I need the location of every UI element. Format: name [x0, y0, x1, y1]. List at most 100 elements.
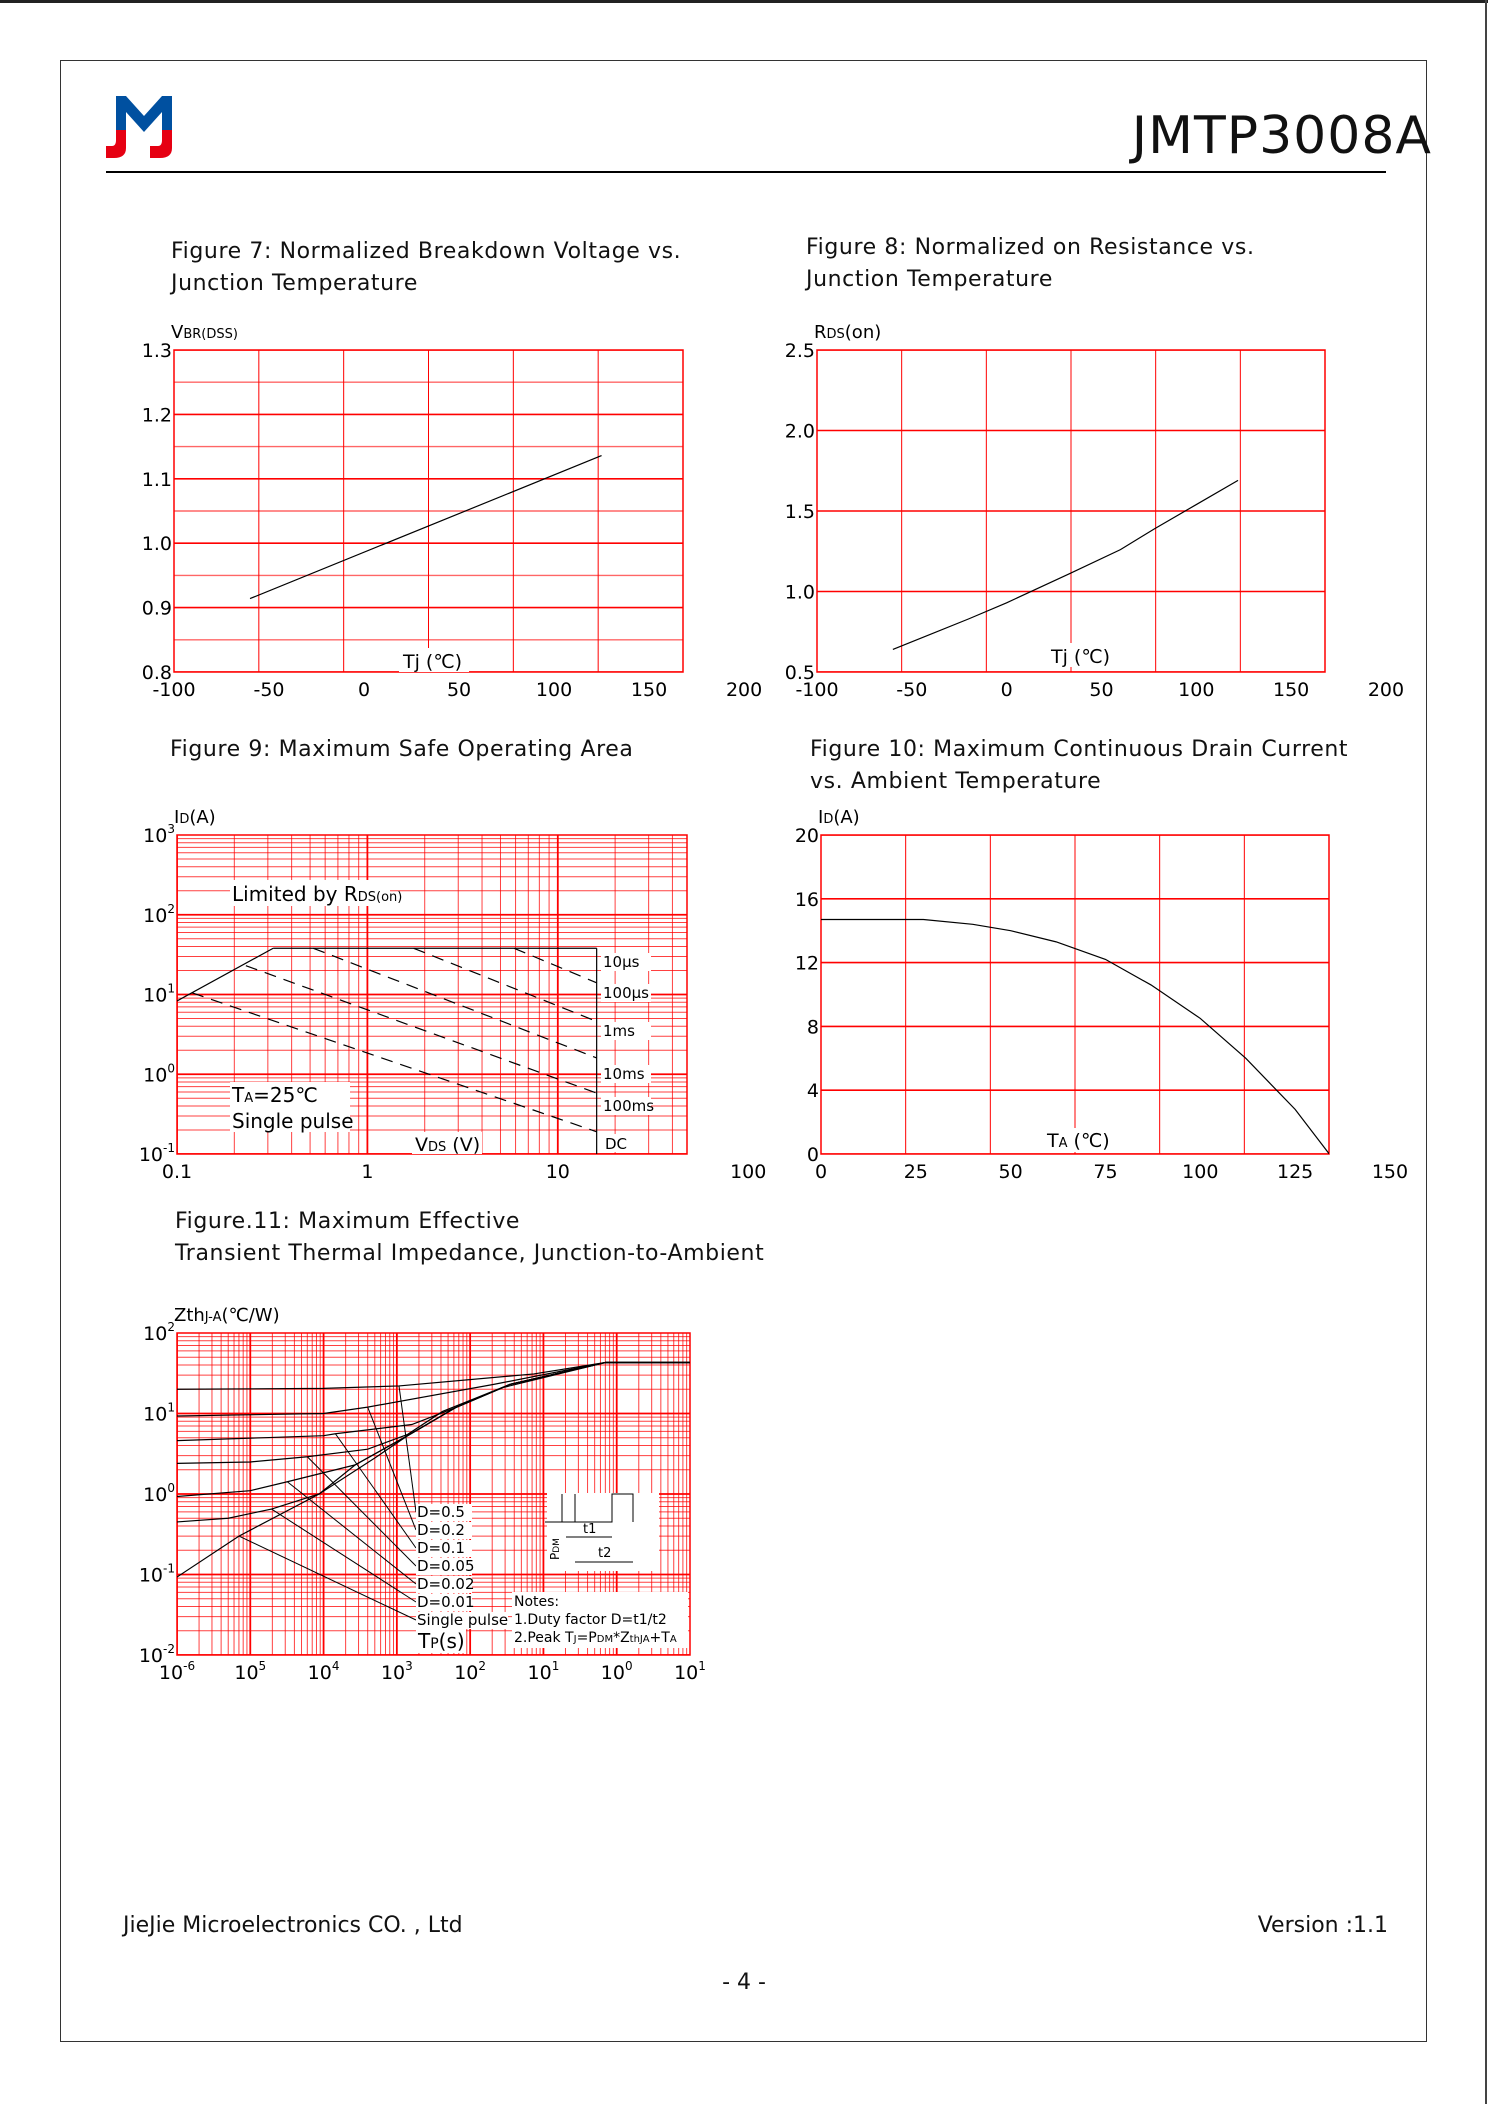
x-tick-label: 50	[999, 1161, 1023, 1183]
y-axis-label-part: (A)	[189, 807, 215, 828]
series-line	[821, 918, 1329, 1154]
x-tick-label: 150	[631, 679, 667, 701]
y-tick-label-part: 1	[167, 982, 175, 996]
x-tick-label: 10-6	[159, 1659, 195, 1684]
curves	[821, 918, 1329, 1154]
x-tick-label-part: 10	[159, 1662, 183, 1684]
note-duty-factor: 1.Duty factor D=t1/t2	[514, 1612, 667, 1628]
y-axis-label: ID(A)	[818, 807, 860, 828]
pdm-label: PDM	[548, 1538, 562, 1560]
y-tick-label-part: 2	[167, 902, 175, 916]
label-background	[601, 984, 651, 1002]
y-tick-label: 0.9	[142, 598, 172, 620]
duty-label: D=0.2	[417, 1521, 465, 1539]
note-peak-tj-part: 2.Peak T	[514, 1630, 574, 1646]
t1-label: t1	[583, 1522, 596, 1537]
x-tick-label: 100	[536, 679, 572, 701]
x-tick-label-part: 10	[234, 1662, 258, 1684]
x-tick-label-part: 1	[698, 1659, 706, 1673]
x-tick-label: 102	[454, 1659, 486, 1684]
y-tick-label-part: 10	[143, 1484, 167, 1506]
notes-heading: Notes:	[514, 1594, 559, 1610]
x-tick-label: 0	[1001, 679, 1013, 701]
limited-by-rdson-label-part: DS(on)	[358, 890, 403, 905]
label-background	[416, 1612, 508, 1629]
x-tick-label: 100	[1182, 1161, 1218, 1183]
x-tick-label-part: 4	[332, 1659, 340, 1673]
y-tick-label-part: -2	[163, 1642, 175, 1656]
y-tick-label: 100	[143, 1061, 175, 1086]
x-tick-label-part: 5	[259, 1659, 267, 1673]
page-number: - 4 -	[722, 1970, 766, 1995]
x-tick-label: 103	[381, 1659, 413, 1684]
y-tick-label: 20	[795, 825, 819, 847]
x-axis-label-part: T	[417, 1629, 431, 1653]
y-tick-label: 1.3	[142, 340, 172, 362]
label-background	[547, 1493, 659, 1571]
note-peak-tj-part: =P	[577, 1630, 597, 1646]
series-line-Singlepulse	[177, 1361, 690, 1578]
label-background	[416, 1558, 472, 1575]
rdson-limit-line	[177, 947, 274, 1002]
x-axis-label-part: (℃)	[1068, 1130, 1110, 1152]
y-tick-label: 10-2	[139, 1642, 175, 1667]
logo-blue-m	[116, 96, 172, 132]
y-axis-label: RDS(on)	[814, 322, 881, 343]
y-axis-label-part: Zth	[174, 1305, 205, 1326]
x-tick-label-part: 10	[674, 1662, 698, 1684]
single-pulse-label: Single pulse	[232, 1109, 354, 1133]
x-axis-label-part: (s)	[439, 1629, 465, 1653]
y-tick-label-part: 2	[167, 1320, 175, 1334]
x-tick-label: 100	[1178, 679, 1214, 701]
figure-8-title-line1: Figure 8: Normalized on Resistance vs.	[806, 235, 1255, 260]
y-tick-label: 12	[795, 953, 819, 975]
x-tick-label: -100	[152, 679, 195, 701]
x-tick-label-part: 10	[381, 1662, 405, 1684]
footer-version: Version :1.1	[1257, 1913, 1388, 1938]
label-background	[416, 1628, 466, 1653]
x-tick-label: 25	[904, 1161, 928, 1183]
x-axis-label-part: A	[1059, 1136, 1068, 1151]
limited-by-rdson-label-part: Limited by R	[232, 882, 358, 906]
pulse-width-label: 100ms	[603, 1097, 654, 1115]
y-axis-label-part: DS	[827, 327, 845, 342]
label-background	[230, 880, 390, 906]
y-axis-label-part: (A)	[833, 807, 859, 828]
y-tick-label: 100	[143, 1481, 175, 1506]
ambient-temp-label-part: A	[244, 1091, 253, 1106]
y-axis-label-part: J-A	[204, 1310, 222, 1325]
series-line-10ms	[245, 965, 597, 1094]
company-logo	[106, 96, 172, 158]
x-tick-label: -50	[896, 679, 927, 701]
x-tick-label: 50	[1089, 679, 1113, 701]
x-tick-label-part: -6	[183, 1659, 195, 1673]
figure-8-title: Figure 8: Normalized on Resistance vs. J…	[806, 232, 1255, 296]
label-background	[416, 1576, 472, 1593]
figure-11-title: Figure.11: Maximum Effective Transient T…	[175, 1206, 764, 1270]
pulse-width-label: 1ms	[603, 1022, 635, 1040]
x-tick-label: 150	[1372, 1161, 1408, 1183]
x-axis-label-part: P	[430, 1636, 438, 1652]
label-background	[601, 953, 651, 971]
plot-frame	[176, 1332, 691, 1656]
logo-red-j-left	[106, 130, 126, 158]
label-background	[1043, 1128, 1117, 1152]
y-axis-label: ID(A)	[174, 807, 216, 828]
label-background	[1047, 643, 1117, 667]
figure-11-title-line2: Transient Thermal Impedance, Junction-to…	[175, 1241, 765, 1266]
x-tick-label-part: 0	[625, 1659, 633, 1673]
y-tick-label: 1.2	[142, 404, 172, 426]
ambient-temp-label-part: T	[231, 1083, 245, 1107]
x-tick-label: 0	[358, 679, 370, 701]
figure-11-chart: 10-6 105 104 103 102 101 100 10110210110010-110…	[139, 1305, 706, 1684]
y-tick-label: 1.5	[785, 501, 815, 523]
y-axis-label-part: R	[814, 322, 827, 343]
x-tick-label: 125	[1277, 1161, 1313, 1183]
x-tick-label-part: 2	[478, 1659, 486, 1673]
x-tick-label-part: 1	[552, 1659, 560, 1673]
y-tick-label-part: 10	[143, 825, 167, 847]
note-peak-tj-part: A	[670, 1634, 677, 1645]
y-axis-label-part: V	[171, 322, 184, 343]
x-tick-label: 200	[726, 679, 762, 701]
